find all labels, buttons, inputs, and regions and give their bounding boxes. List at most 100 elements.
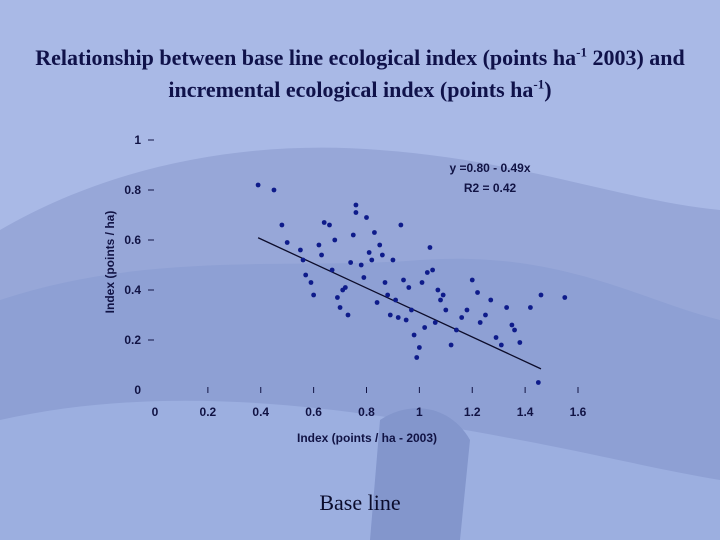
data-point — [504, 305, 510, 310]
data-point — [372, 230, 377, 235]
data-point — [459, 315, 465, 320]
data-point — [401, 277, 406, 283]
data-point — [424, 270, 430, 275]
data-point — [337, 305, 343, 310]
x-tick-label: 0.4 — [252, 405, 269, 419]
data-point — [403, 317, 409, 323]
data-point — [498, 342, 504, 348]
data-point — [327, 222, 332, 228]
data-point — [393, 297, 398, 303]
x-tick-label: 0.6 — [305, 405, 322, 419]
data-point — [538, 292, 544, 298]
data-point — [409, 307, 414, 313]
data-points-group — [255, 182, 568, 385]
data-point — [377, 242, 383, 248]
data-point — [369, 257, 375, 263]
y-tick-label: 0.4 — [124, 283, 141, 297]
data-point — [358, 262, 364, 268]
title-text-part1: Relationship between base line ecologica… — [35, 45, 577, 70]
data-point — [361, 275, 367, 280]
data-point — [284, 240, 290, 245]
x-tick-label: 1 — [416, 405, 423, 419]
data-point — [432, 320, 438, 325]
data-point — [364, 215, 369, 220]
trendline — [257, 237, 542, 370]
data-point — [398, 222, 404, 228]
data-point — [308, 280, 314, 285]
data-point — [488, 297, 494, 303]
data-point — [335, 295, 340, 300]
data-point — [332, 237, 338, 243]
data-point — [348, 260, 354, 265]
x-tick-label: 1.2 — [464, 405, 481, 419]
data-point — [435, 287, 441, 293]
slide-title: Relationship between base line ecologica… — [20, 42, 700, 106]
data-point — [427, 245, 433, 250]
data-point — [345, 312, 351, 318]
data-point — [382, 280, 388, 285]
y-tick-label: 0.6 — [124, 233, 141, 247]
r2-annotation: R2 = 0.42 — [464, 181, 517, 195]
data-point — [366, 250, 372, 255]
data-point — [255, 182, 261, 188]
data-point — [303, 272, 309, 278]
data-point — [271, 187, 277, 193]
y-tick-label: 0.2 — [124, 333, 141, 347]
data-point — [443, 307, 449, 313]
x-axis-label: Index (points / ha - 2003) — [297, 431, 437, 445]
data-point — [419, 280, 425, 285]
data-point — [562, 295, 568, 300]
data-point — [300, 257, 306, 263]
data-point — [298, 247, 303, 253]
x-tick-label: 1.6 — [570, 405, 587, 419]
title-superscript-1: -1 — [576, 44, 587, 60]
data-point — [329, 267, 335, 273]
data-point — [517, 340, 523, 345]
data-point — [321, 220, 327, 225]
data-point — [469, 277, 475, 283]
y-tick-label: 0.8 — [124, 183, 141, 197]
data-point — [353, 210, 359, 215]
trendline-group — [257, 237, 542, 370]
data-point — [411, 332, 417, 338]
data-point — [395, 315, 401, 320]
data-point — [350, 232, 356, 238]
y-tick-label: 0 — [134, 383, 141, 397]
data-point — [528, 305, 533, 310]
data-point — [483, 312, 488, 318]
data-point — [430, 267, 435, 273]
data-point — [509, 322, 515, 328]
data-point — [477, 320, 483, 325]
data-point — [475, 290, 480, 295]
data-point — [448, 342, 454, 348]
data-point — [406, 285, 412, 290]
data-point — [390, 257, 396, 263]
data-point — [319, 252, 324, 258]
equation-annotation: y =0.80 - 0.49x — [449, 161, 530, 175]
data-point — [342, 285, 348, 290]
title-text-part3: ) — [544, 77, 552, 102]
data-point — [414, 355, 420, 360]
axes-group: 0 0.2 0.4 0.6 0.8 1 1.2 1.4 1.6 0 0.2 0.4 0.6 0.8 1 — [124, 133, 586, 419]
data-point — [374, 300, 380, 305]
data-point — [535, 380, 541, 385]
data-point — [422, 325, 428, 330]
x-tick-label: 1.4 — [517, 405, 534, 419]
data-point — [379, 252, 385, 258]
caption-base-line: Base line — [319, 490, 401, 515]
x-tick-label: 0.2 — [200, 405, 217, 419]
data-point — [311, 292, 317, 298]
data-point — [493, 335, 499, 340]
data-point — [453, 327, 459, 333]
data-point — [353, 202, 359, 208]
data-point — [416, 345, 422, 350]
title-superscript-2: -1 — [533, 76, 545, 92]
y-axis-label: Index (points / ha) — [103, 211, 117, 314]
data-point — [512, 327, 517, 333]
data-point — [385, 292, 391, 298]
x-tick-label: 0.8 — [358, 405, 375, 419]
data-point — [464, 307, 470, 313]
y-tick-label: 1 — [134, 133, 141, 147]
